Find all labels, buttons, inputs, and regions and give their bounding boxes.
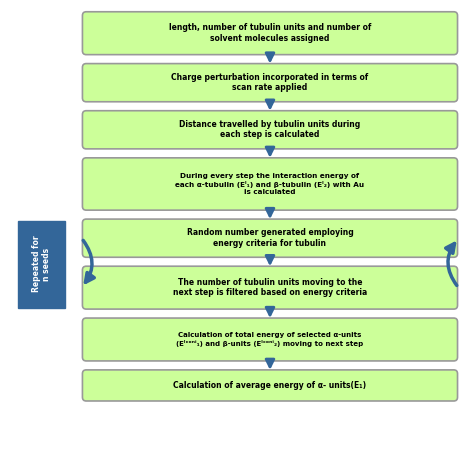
FancyBboxPatch shape bbox=[82, 12, 457, 55]
Text: The number of tubulin units moving to the
next step is filtered based on energy : The number of tubulin units moving to th… bbox=[173, 278, 367, 297]
Text: During every step the interaction energy of
each α-tubulin (Eᴵ₁) and β-tubulin (: During every step the interaction energy… bbox=[175, 173, 365, 195]
FancyBboxPatch shape bbox=[82, 266, 457, 309]
Text: Random number generated employing
energy criteria for tubulin: Random number generated employing energy… bbox=[187, 228, 353, 248]
FancyBboxPatch shape bbox=[82, 370, 457, 401]
Text: Distance travelled by tubulin units during
each step is calculated: Distance travelled by tubulin units duri… bbox=[179, 120, 361, 139]
Text: Repeated for
n seeds: Repeated for n seeds bbox=[32, 236, 51, 292]
FancyBboxPatch shape bbox=[18, 220, 65, 308]
FancyBboxPatch shape bbox=[82, 158, 457, 210]
FancyBboxPatch shape bbox=[82, 111, 457, 149]
FancyBboxPatch shape bbox=[82, 318, 457, 361]
FancyBboxPatch shape bbox=[82, 219, 457, 257]
FancyBboxPatch shape bbox=[82, 64, 457, 102]
Text: length, number of tubulin units and number of
solvent molecules assigned: length, number of tubulin units and numb… bbox=[169, 24, 371, 43]
Text: Calculation of total energy of selected α-units
(Eᴵᶜᵒⁿⁱ₁) and β-units (Eᴵᶜᵒⁿⁱ₂) : Calculation of total energy of selected … bbox=[176, 332, 364, 346]
Text: Calculation of average energy of α- units(E₁): Calculation of average energy of α- unit… bbox=[173, 381, 366, 390]
Text: Charge perturbation incorporated in terms of
scan rate applied: Charge perturbation incorporated in term… bbox=[172, 73, 369, 92]
